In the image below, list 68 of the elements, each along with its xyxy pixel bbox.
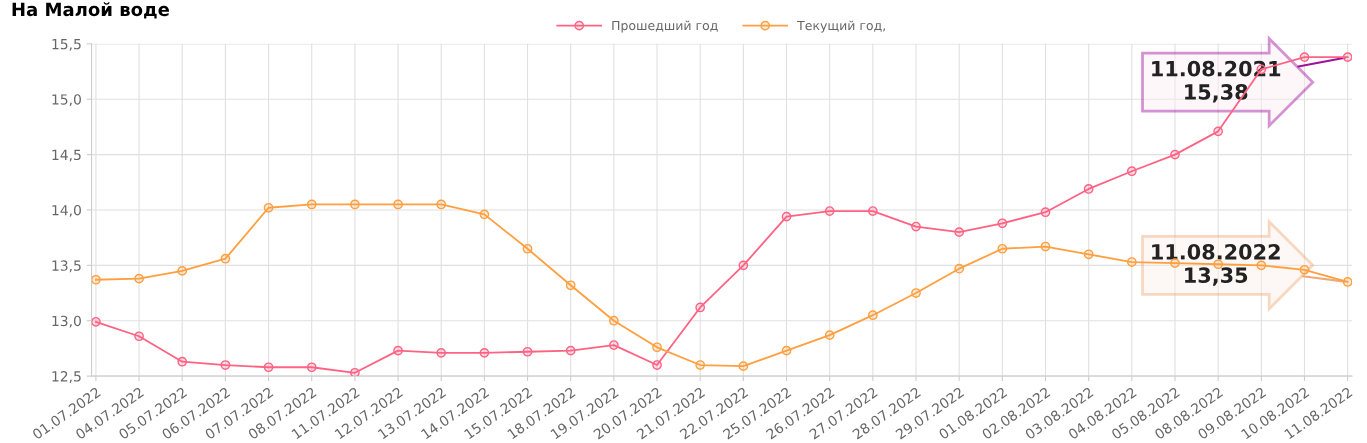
y-tick-label: 14,5 xyxy=(52,149,81,162)
point xyxy=(91,316,101,327)
point xyxy=(1040,207,1051,218)
point xyxy=(1299,264,1310,275)
point xyxy=(997,218,1008,229)
point xyxy=(954,263,965,274)
point xyxy=(177,356,188,367)
point xyxy=(263,362,274,373)
point xyxy=(1256,260,1267,271)
point xyxy=(824,206,835,216)
point xyxy=(1126,166,1137,177)
point xyxy=(867,206,878,216)
point xyxy=(738,260,749,271)
point xyxy=(479,209,490,220)
point xyxy=(954,227,965,237)
point xyxy=(1213,126,1224,137)
y-tick-label: 15,5 xyxy=(52,39,81,51)
point xyxy=(1126,257,1137,267)
legend-label: Текущий год, xyxy=(797,20,885,33)
point xyxy=(134,331,144,342)
point xyxy=(911,221,921,232)
point xyxy=(609,315,619,326)
point xyxy=(695,302,706,313)
point xyxy=(306,199,317,210)
point xyxy=(522,346,533,357)
point xyxy=(522,243,533,254)
point xyxy=(1083,184,1094,194)
point xyxy=(220,253,231,264)
point xyxy=(565,345,576,356)
point xyxy=(393,199,403,210)
point xyxy=(781,211,792,222)
point xyxy=(911,288,921,298)
point xyxy=(781,345,792,356)
chart-title: На Малой воде xyxy=(12,2,170,19)
y-tick-label: 15,0 xyxy=(52,94,81,107)
point xyxy=(350,199,360,210)
point xyxy=(91,274,101,285)
point xyxy=(867,310,878,321)
point xyxy=(695,360,706,370)
point xyxy=(436,347,447,358)
point xyxy=(1083,249,1094,260)
point xyxy=(479,347,490,358)
annotation: 11.08.2022 13,35 xyxy=(1152,243,1280,286)
point xyxy=(652,342,662,353)
y-tick-label: 13,0 xyxy=(52,315,81,328)
point xyxy=(306,362,317,373)
point xyxy=(350,367,360,377)
y-tick-label: 14,0 xyxy=(52,204,81,217)
point xyxy=(177,266,188,276)
point xyxy=(220,360,231,370)
point xyxy=(565,280,576,291)
legend-label: Прошедший год xyxy=(612,20,718,33)
y-tick-label: 13,5 xyxy=(52,260,81,273)
point xyxy=(609,340,619,350)
point xyxy=(824,330,835,340)
y-tick-label: 12,5 xyxy=(52,371,81,383)
point xyxy=(652,360,662,370)
point xyxy=(1170,149,1180,160)
point xyxy=(1040,241,1051,252)
point xyxy=(1299,52,1310,63)
point xyxy=(997,243,1008,254)
point xyxy=(393,345,403,356)
point xyxy=(738,361,749,372)
point xyxy=(263,202,274,213)
point xyxy=(1342,52,1352,63)
point xyxy=(1342,277,1352,287)
point xyxy=(436,199,447,210)
point xyxy=(134,273,144,284)
